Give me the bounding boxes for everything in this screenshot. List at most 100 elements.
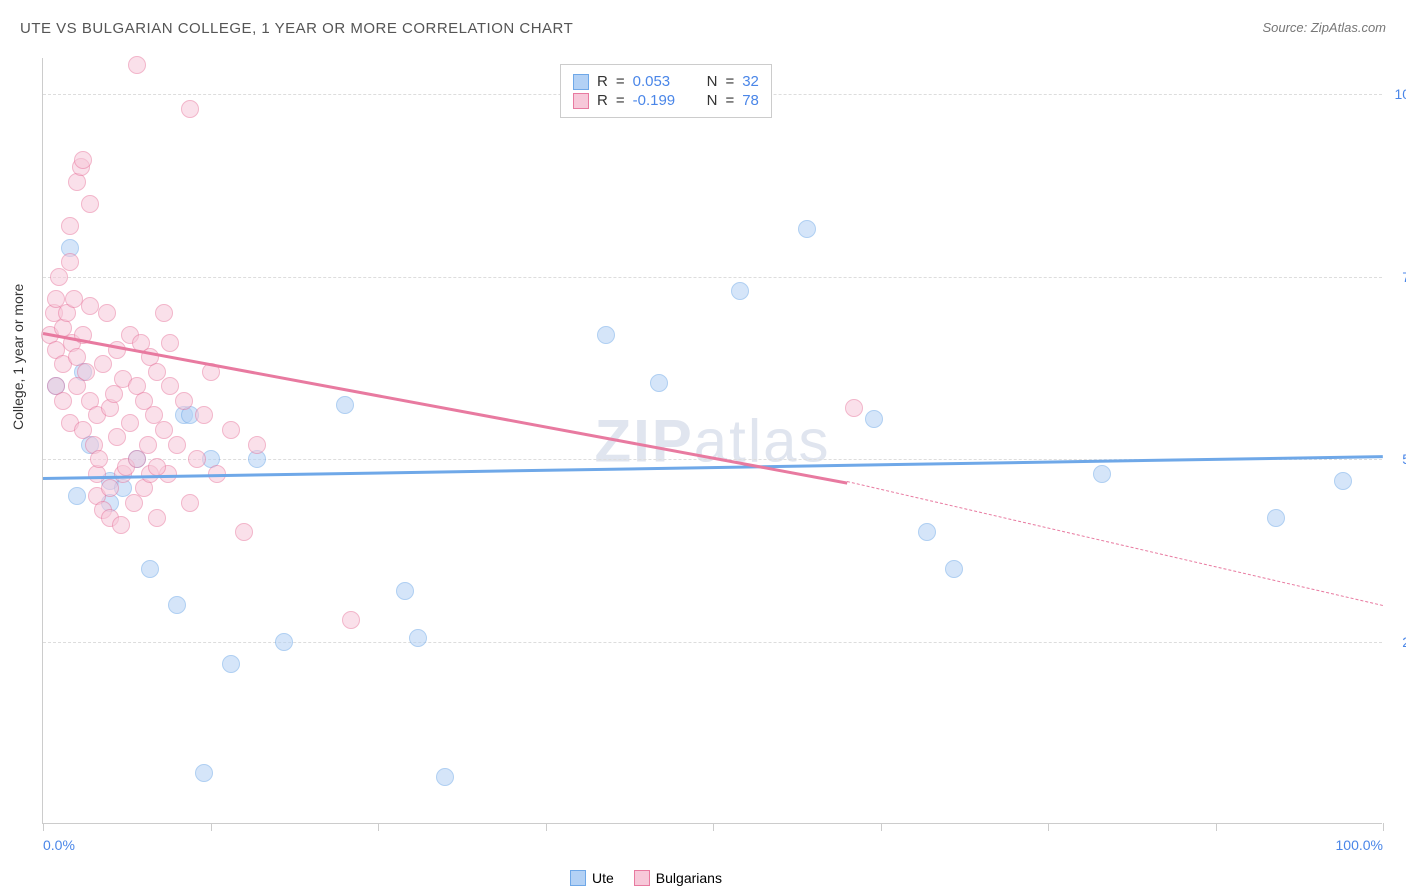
scatter-point — [148, 363, 166, 381]
legend-r-value: 0.053 — [633, 73, 681, 90]
legend-r-label: R — [597, 92, 608, 109]
scatter-point — [731, 282, 749, 300]
scatter-point — [195, 406, 213, 424]
scatter-point — [175, 392, 193, 410]
scatter-point — [155, 304, 173, 322]
legend-n-label: N — [707, 73, 718, 90]
legend-eq: = — [725, 92, 734, 109]
scatter-point — [81, 297, 99, 315]
scatter-point — [845, 399, 863, 417]
x-tick-label-max: 100.0% — [1336, 837, 1383, 853]
plot-area: ZIPatlas 25.0%50.0%75.0%100.0%0.0%100.0% — [42, 58, 1382, 824]
scatter-point — [61, 253, 79, 271]
scatter-point — [108, 428, 126, 446]
scatter-point — [945, 560, 963, 578]
scatter-point — [94, 355, 112, 373]
scatter-point — [597, 326, 615, 344]
scatter-point — [222, 421, 240, 439]
scatter-point — [121, 414, 139, 432]
x-tick — [881, 823, 882, 831]
y-axis-label: College, 1 year or more — [10, 284, 26, 430]
legend-n-label: N — [707, 92, 718, 109]
legend-swatch — [573, 93, 589, 109]
scatter-point — [161, 377, 179, 395]
x-tick — [1383, 823, 1384, 831]
legend-swatch — [573, 74, 589, 90]
scatter-point — [865, 410, 883, 428]
source-attribution: Source: ZipAtlas.com — [1262, 20, 1386, 35]
scatter-point — [650, 374, 668, 392]
legend-n-value: 78 — [742, 92, 759, 109]
x-tick — [546, 823, 547, 831]
scatter-point — [396, 582, 414, 600]
scatter-point — [61, 217, 79, 235]
correlation-legend: R = 0.053 N = 32 R = -0.199 N = 78 — [560, 64, 772, 118]
legend-r-label: R — [597, 73, 608, 90]
scatter-point — [168, 436, 186, 454]
legend-eq: = — [616, 92, 625, 109]
x-tick — [1216, 823, 1217, 831]
scatter-point — [74, 151, 92, 169]
scatter-point — [918, 523, 936, 541]
x-tick — [211, 823, 212, 831]
x-tick — [378, 823, 379, 831]
scatter-point — [195, 764, 213, 782]
gridline-h — [43, 642, 1382, 643]
x-tick — [43, 823, 44, 831]
scatter-point — [248, 436, 266, 454]
scatter-point — [112, 516, 130, 534]
y-tick-label: 50.0% — [1387, 451, 1406, 467]
scatter-point — [148, 458, 166, 476]
scatter-point — [155, 421, 173, 439]
scatter-point — [54, 392, 72, 410]
legend-swatch — [634, 870, 650, 886]
scatter-point — [90, 450, 108, 468]
chart-title: UTE VS BULGARIAN COLLEGE, 1 YEAR OR MORE… — [20, 20, 573, 37]
scatter-point — [181, 494, 199, 512]
scatter-point — [275, 633, 293, 651]
scatter-point — [148, 509, 166, 527]
scatter-point — [161, 334, 179, 352]
scatter-point — [101, 479, 119, 497]
scatter-point — [128, 56, 146, 74]
scatter-point — [188, 450, 206, 468]
scatter-point — [235, 523, 253, 541]
scatter-point — [798, 220, 816, 238]
chart-container: UTE VS BULGARIAN COLLEGE, 1 YEAR OR MORE… — [0, 0, 1406, 892]
scatter-point — [342, 611, 360, 629]
trend-line-extrapolated — [847, 481, 1383, 606]
legend-row: R = -0.199 N = 78 — [573, 92, 759, 109]
legend-r-value: -0.199 — [633, 92, 681, 109]
scatter-point — [1334, 472, 1352, 490]
scatter-point — [68, 487, 86, 505]
scatter-point — [409, 629, 427, 647]
y-tick-label: 75.0% — [1387, 269, 1406, 285]
scatter-point — [168, 596, 186, 614]
gridline-h — [43, 277, 1382, 278]
scatter-point — [1267, 509, 1285, 527]
legend-n-value: 32 — [742, 73, 759, 90]
legend-swatch — [570, 870, 586, 886]
legend-series-item: Ute — [570, 870, 614, 886]
scatter-point — [98, 304, 116, 322]
scatter-point — [81, 195, 99, 213]
legend-series-label: Bulgarians — [656, 870, 722, 886]
scatter-point — [181, 100, 199, 118]
y-tick-label: 100.0% — [1387, 86, 1406, 102]
scatter-point — [436, 768, 454, 786]
scatter-point — [77, 363, 95, 381]
x-tick-label-min: 0.0% — [43, 837, 75, 853]
series-legend: Ute Bulgarians — [570, 870, 722, 886]
legend-eq: = — [725, 73, 734, 90]
legend-series-label: Ute — [592, 870, 614, 886]
scatter-point — [139, 436, 157, 454]
scatter-point — [141, 560, 159, 578]
y-tick-label: 25.0% — [1387, 634, 1406, 650]
x-tick — [1048, 823, 1049, 831]
scatter-point — [336, 396, 354, 414]
legend-row: R = 0.053 N = 32 — [573, 73, 759, 90]
scatter-point — [222, 655, 240, 673]
legend-series-item: Bulgarians — [634, 870, 722, 886]
legend-eq: = — [616, 73, 625, 90]
scatter-point — [1093, 465, 1111, 483]
